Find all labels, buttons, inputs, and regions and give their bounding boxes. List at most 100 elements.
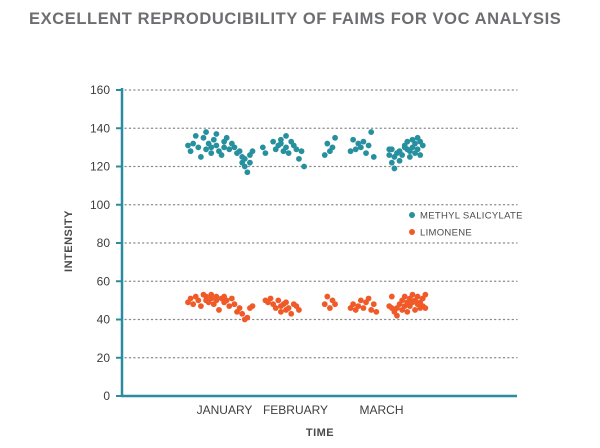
legend-item-methyl-salicylate: METHYL SALICYLATE <box>409 211 523 222</box>
legend-label-methyl-salicylate: METHYL SALICYLATE <box>420 211 523 222</box>
point-methyl-salicylate <box>419 142 426 149</box>
point-limonene <box>327 305 333 311</box>
point-methyl-salicylate <box>347 148 354 155</box>
point-methyl-salicylate <box>231 144 238 151</box>
point-limonene <box>357 297 364 304</box>
point-methyl-salicylate <box>259 144 266 151</box>
point-methyl-salicylate <box>218 152 225 158</box>
point-methyl-salicylate <box>324 140 331 147</box>
point-methyl-salicylate <box>285 150 292 157</box>
point-methyl-salicylate <box>399 152 406 158</box>
point-methyl-salicylate <box>210 136 217 143</box>
y-tick-label-0: 0 <box>103 389 110 403</box>
point-limonene <box>388 293 395 300</box>
point-methyl-salicylate <box>213 131 220 137</box>
legend-label-limonene: LIMONENE <box>420 228 472 239</box>
point-methyl-salicylate <box>190 140 197 147</box>
point-limonene <box>332 301 338 308</box>
x-tick-label-january: JANUARY <box>197 403 253 417</box>
point-methyl-salicylate <box>332 134 338 141</box>
point-methyl-salicylate <box>247 159 253 166</box>
point-limonene <box>355 303 362 310</box>
y-tick-label-20: 20 <box>97 351 111 365</box>
point-limonene <box>283 299 289 306</box>
point-limonene <box>324 293 331 300</box>
point-limonene <box>409 291 416 298</box>
point-methyl-salicylate <box>386 152 393 158</box>
point-methyl-salicylate <box>203 129 209 135</box>
x-tick-label-march: MARCH <box>360 403 404 417</box>
point-methyl-salicylate <box>370 154 377 160</box>
point-methyl-salicylate <box>357 144 364 151</box>
point-limonene <box>236 305 243 311</box>
point-limonene <box>288 310 295 317</box>
point-methyl-salicylate <box>365 142 372 149</box>
point-limonene <box>422 305 429 311</box>
point-methyl-salicylate <box>350 136 357 143</box>
point-methyl-salicylate <box>195 144 202 151</box>
y-tick-label-40: 40 <box>97 313 111 327</box>
point-limonene <box>223 297 230 304</box>
y-tick-label-120: 120 <box>90 160 110 174</box>
point-limonene <box>394 312 400 319</box>
point-methyl-salicylate <box>417 152 424 158</box>
point-methyl-salicylate <box>404 138 411 145</box>
point-limonene <box>267 295 274 302</box>
y-tick-label-160: 160 <box>90 83 110 97</box>
point-methyl-salicylate <box>363 150 369 157</box>
y-axis-ticks: 0 20 40 60 80 100 120 140 160 <box>90 83 122 403</box>
point-limonene <box>370 301 377 308</box>
point-methyl-salicylate <box>208 144 215 151</box>
point-methyl-salicylate <box>301 163 307 170</box>
point-methyl-salicylate <box>391 165 398 172</box>
y-tick-label-140: 140 <box>90 121 110 135</box>
point-methyl-salicylate <box>241 163 248 170</box>
point-methyl-salicylate <box>368 129 375 135</box>
point-methyl-salicylate <box>283 133 289 139</box>
point-methyl-salicylate <box>406 154 413 160</box>
data-points <box>185 129 429 323</box>
point-limonene <box>272 305 279 311</box>
point-limonene <box>277 308 284 315</box>
point-methyl-salicylate <box>213 142 220 149</box>
point-limonene <box>203 293 209 300</box>
point-methyl-salicylate <box>200 134 207 141</box>
point-limonene <box>190 301 197 308</box>
point-methyl-salicylate <box>277 140 284 147</box>
y-tick-label-60: 60 <box>97 274 111 288</box>
point-limonene <box>404 308 411 315</box>
point-limonene <box>187 295 194 302</box>
point-limonene <box>360 305 367 311</box>
point-methyl-salicylate <box>396 157 403 164</box>
point-methyl-salicylate <box>352 146 359 153</box>
point-limonene <box>239 310 246 317</box>
point-limonene <box>285 305 292 311</box>
y-tick-label-80: 80 <box>97 236 111 250</box>
point-methyl-salicylate <box>329 144 336 151</box>
point-methyl-salicylate <box>244 169 251 176</box>
point-methyl-salicylate <box>283 144 289 151</box>
y-tick-label-100: 100 <box>90 198 110 212</box>
legend-marker-limonene <box>409 229 415 235</box>
point-limonene <box>365 295 372 302</box>
x-axis-ticks: JANUARY FEBRUARY MARCH <box>197 403 404 417</box>
point-methyl-salicylate <box>296 155 302 162</box>
point-methyl-salicylate <box>249 148 256 155</box>
x-tick-label-february: FEBRUARY <box>263 403 328 417</box>
point-methyl-salicylate <box>226 146 233 153</box>
point-limonene <box>208 291 215 298</box>
point-methyl-salicylate <box>321 152 328 158</box>
point-methyl-salicylate <box>388 146 395 153</box>
point-limonene <box>368 307 375 313</box>
point-limonene <box>275 297 282 304</box>
point-methyl-salicylate <box>185 142 191 149</box>
point-limonene <box>216 307 222 313</box>
point-methyl-salicylate <box>208 150 215 157</box>
point-methyl-salicylate <box>236 148 243 155</box>
point-methyl-salicylate <box>241 155 248 162</box>
point-limonene <box>244 314 251 321</box>
x-axis-title: TIME <box>306 427 334 439</box>
point-methyl-salicylate <box>360 138 367 145</box>
legend-marker-methyl-salicylate <box>409 212 415 218</box>
